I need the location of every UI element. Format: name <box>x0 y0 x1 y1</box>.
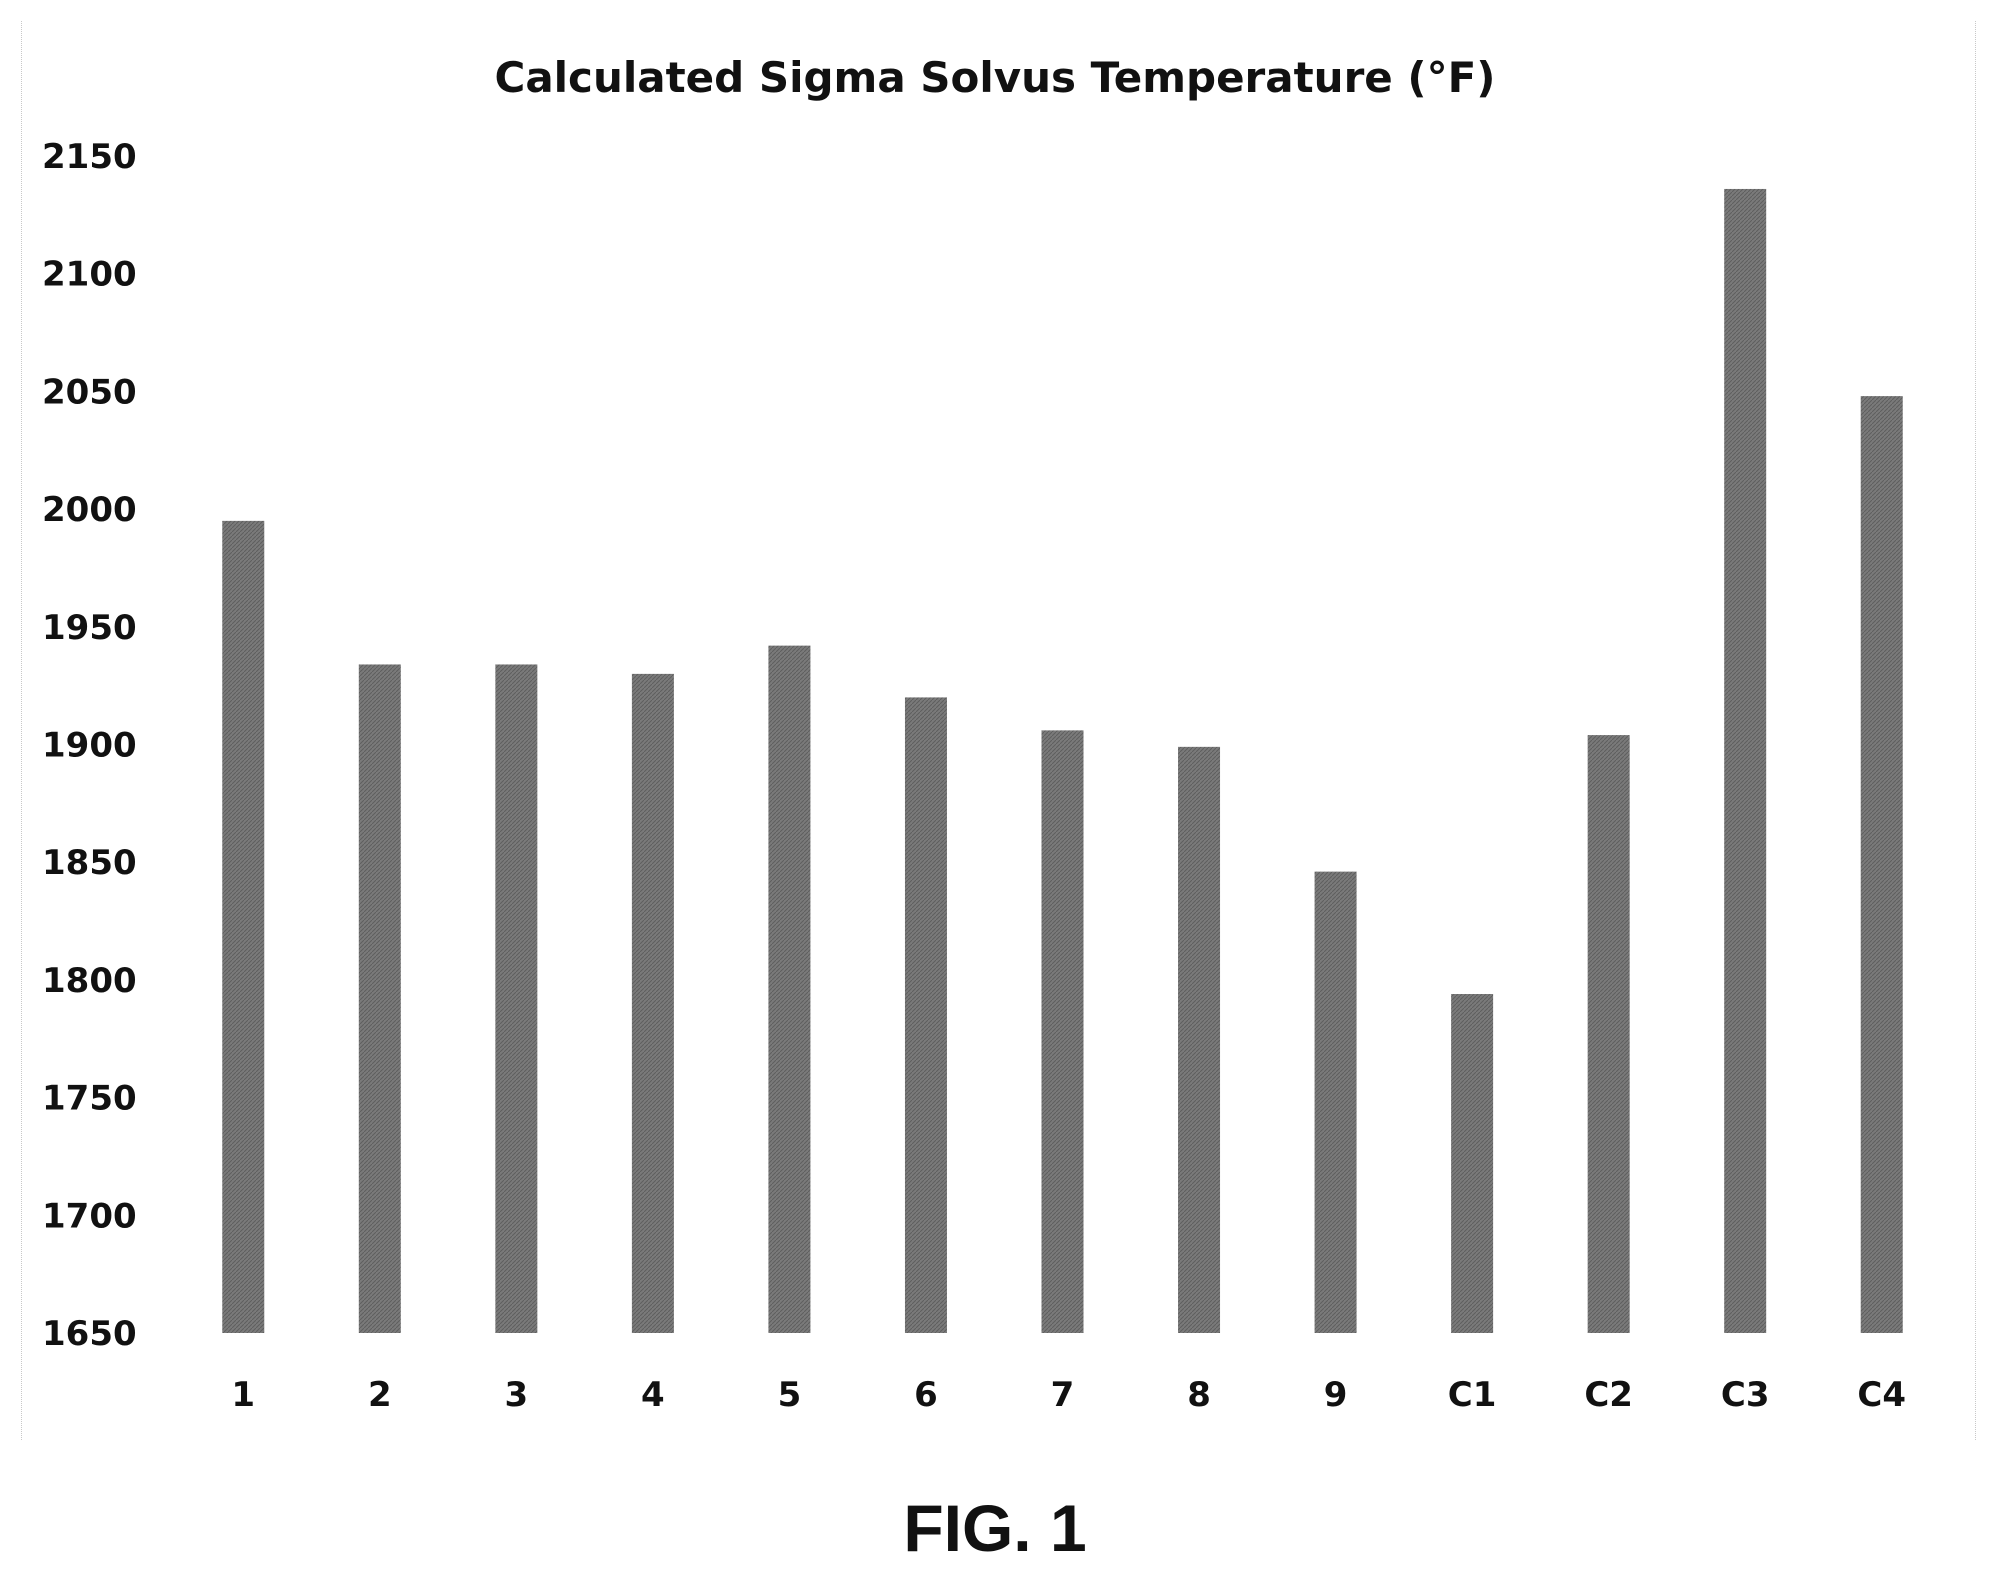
y-tick-label: 1650 <box>42 1314 137 1354</box>
x-tick-label: 7 <box>1051 1375 1075 1415</box>
x-tick-label: C1 <box>1448 1375 1497 1415</box>
bar-5 <box>768 645 811 1333</box>
bar-C3 <box>1724 188 1767 1333</box>
bar-3 <box>495 664 538 1333</box>
x-tick-label: 8 <box>1187 1375 1211 1415</box>
x-tick-label: C3 <box>1721 1375 1770 1415</box>
bar-2 <box>358 664 401 1333</box>
x-tick-label: C4 <box>1857 1375 1906 1415</box>
y-tick-label: 1850 <box>42 843 137 883</box>
x-tick-label: 3 <box>505 1375 529 1415</box>
x-tick-label: 6 <box>914 1375 938 1415</box>
figure-label: FIG. 1 <box>903 1491 1087 1565</box>
y-tick-label: 2150 <box>42 137 137 177</box>
bar-chart: Calculated Sigma Solvus Temperature (°F)… <box>42 53 1906 1415</box>
y-axis-ticks: 2150 2100 2050 2000 1950 1900 1850 1800 1750 1700… <box>42 137 137 1354</box>
y-tick-label: 2050 <box>42 372 137 412</box>
y-tick-label: 2000 <box>42 490 137 530</box>
bar-1 <box>222 520 265 1333</box>
bar-7 <box>1041 730 1084 1333</box>
y-tick-label: 1750 <box>42 1079 137 1119</box>
x-tick-label: 5 <box>778 1375 802 1415</box>
bar-9 <box>1314 871 1357 1333</box>
bar-C4 <box>1860 396 1903 1333</box>
x-tick-label: 4 <box>641 1375 665 1415</box>
x-axis-ticks: 1 2 3 4 5 6 7 8 9 C1 C2 C3 C4 <box>231 1375 1906 1415</box>
bar-6 <box>904 697 947 1333</box>
bar-8 <box>1178 746 1221 1333</box>
y-tick-label: 1700 <box>42 1196 137 1236</box>
y-tick-label: 1900 <box>42 726 137 766</box>
bars <box>222 188 1903 1333</box>
y-tick-label: 2100 <box>42 255 137 295</box>
x-tick-label: 9 <box>1324 1375 1348 1415</box>
x-tick-label: 2 <box>368 1375 392 1415</box>
chart-frame <box>21 21 1976 1440</box>
bar-C1 <box>1451 994 1494 1333</box>
y-tick-label: 1950 <box>42 608 137 648</box>
bar-4 <box>631 673 674 1333</box>
chart-title: Calculated Sigma Solvus Temperature (°F) <box>495 53 1496 102</box>
bar-C2 <box>1587 735 1630 1333</box>
x-tick-label: C2 <box>1584 1375 1633 1415</box>
x-tick-label: 1 <box>231 1375 255 1415</box>
y-tick-label: 1800 <box>42 961 137 1001</box>
